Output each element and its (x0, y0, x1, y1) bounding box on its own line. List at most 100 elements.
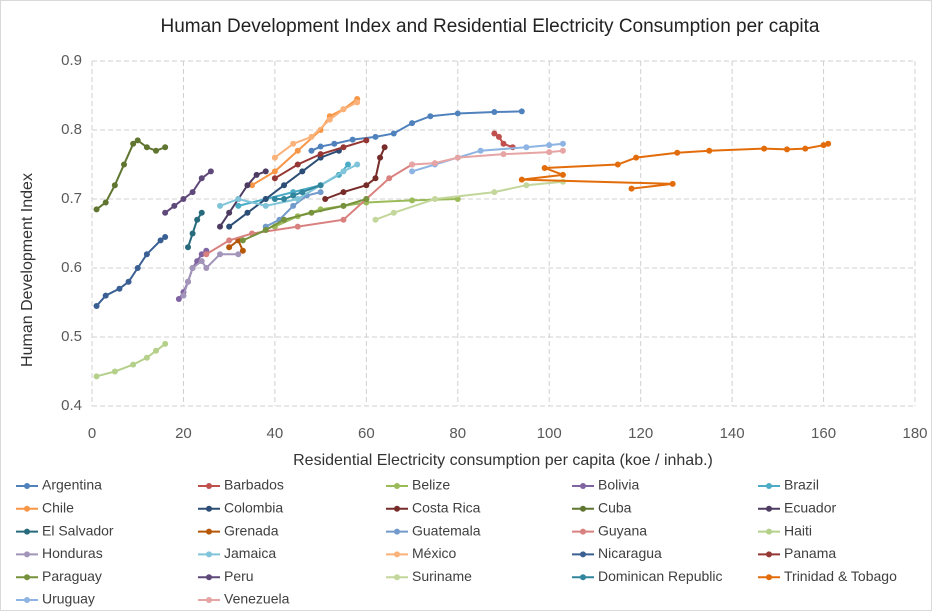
point (281, 182, 288, 189)
point (93, 302, 100, 309)
point (386, 175, 393, 182)
legend-marker (580, 574, 586, 581)
point (308, 133, 315, 140)
series-line (375, 180, 564, 221)
legend-label: Costa Rica (412, 500, 481, 516)
legend-label: Jamaica (224, 545, 276, 561)
x-tick-label: 40 (267, 425, 284, 442)
point (198, 251, 205, 258)
legend-label: Belize (412, 477, 450, 493)
x-tick-label: 0 (88, 425, 96, 442)
point (207, 168, 214, 175)
point (217, 251, 224, 258)
point (143, 354, 150, 361)
point (171, 202, 178, 209)
point (290, 192, 297, 199)
legend-marker (766, 483, 772, 489)
point (125, 278, 132, 285)
point (363, 196, 370, 202)
legend-marker (766, 528, 772, 535)
legend-marker (206, 483, 212, 489)
legend-marker (394, 551, 400, 558)
point (262, 196, 269, 202)
point (523, 144, 530, 151)
legend-label: Guatemala (412, 522, 481, 538)
point (180, 196, 187, 202)
legend-label: Trinidad & Tobago (784, 568, 897, 584)
point (409, 120, 416, 127)
point (431, 160, 438, 167)
point (340, 144, 347, 151)
point (281, 196, 288, 202)
legend-label: Guyana (598, 522, 647, 538)
legend-marker (766, 551, 772, 558)
point (820, 142, 827, 149)
point (102, 199, 109, 206)
point (130, 140, 137, 147)
legend-label: Paraguay (42, 568, 102, 584)
legend-marker (24, 483, 30, 489)
point (249, 182, 256, 189)
point (294, 161, 301, 168)
point (281, 216, 288, 223)
point (271, 154, 278, 161)
point (381, 144, 388, 151)
point (253, 171, 260, 178)
point (93, 373, 100, 380)
point (244, 209, 251, 216)
series-line (242, 198, 367, 242)
legend-label: Barbados (224, 477, 284, 493)
point (143, 144, 150, 151)
point (262, 168, 269, 175)
legend-marker (394, 528, 400, 535)
point (290, 140, 297, 147)
legend-marker (580, 483, 586, 489)
point (409, 168, 416, 175)
point (153, 347, 160, 354)
legend-marker (206, 505, 212, 512)
y-tick-label: 0.9 (61, 52, 82, 69)
y-axis-title: Human Development Index (19, 173, 36, 367)
point (175, 296, 182, 303)
point (628, 185, 635, 192)
legend-label: Ecuador (784, 500, 836, 516)
point (633, 154, 640, 161)
point (761, 145, 768, 152)
legend-label: Uruguay (42, 591, 95, 607)
legend-label: Grenada (224, 522, 279, 538)
point (500, 151, 507, 158)
y-tick-label: 0.7 (61, 190, 82, 207)
legend-marker (206, 528, 212, 535)
point (294, 196, 301, 202)
point (244, 182, 251, 189)
x-axis-title: Residential Electricity consumption per … (293, 452, 713, 469)
point (372, 175, 379, 182)
point (546, 142, 553, 149)
point (390, 130, 397, 137)
point (454, 154, 461, 161)
point (349, 136, 356, 143)
legend-marker (206, 551, 212, 558)
legend-marker (24, 597, 30, 603)
point (706, 147, 713, 154)
point (235, 251, 242, 258)
point (518, 176, 525, 183)
point (354, 161, 361, 168)
legend-label: Honduras (42, 545, 103, 561)
point (546, 149, 553, 156)
point (271, 196, 278, 202)
legend-marker (24, 574, 30, 581)
point (143, 251, 150, 258)
point (326, 116, 333, 123)
point (217, 202, 224, 209)
point (322, 196, 329, 202)
point (226, 244, 233, 251)
legend-label: El Salvador (42, 522, 114, 538)
point (198, 258, 205, 265)
legend-marker (206, 574, 212, 581)
point (669, 180, 676, 187)
point (130, 361, 137, 368)
point (198, 175, 205, 182)
legend-marker (24, 528, 30, 535)
